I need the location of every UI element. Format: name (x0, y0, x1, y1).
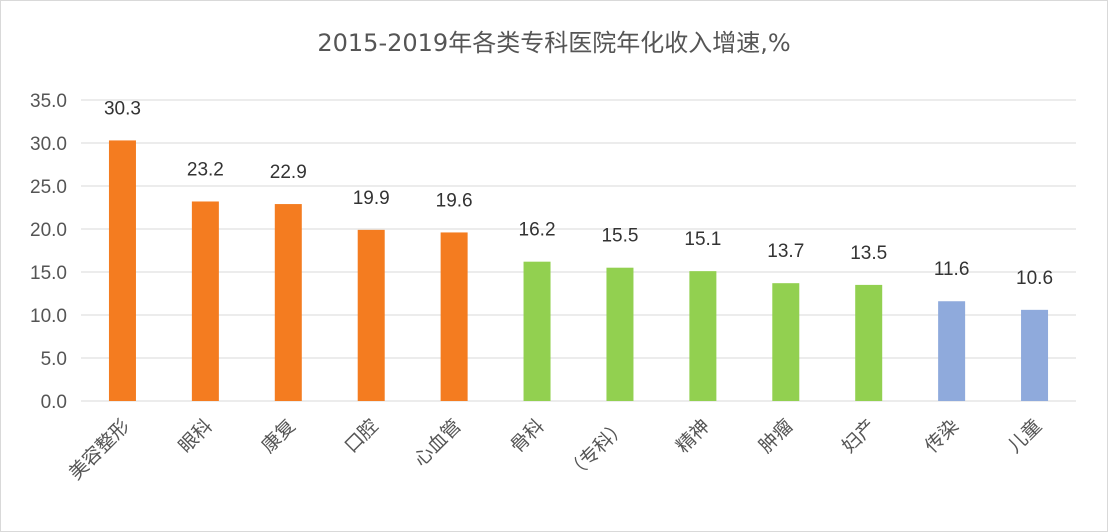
bar (274, 204, 302, 401)
x-tick-label: 康复 (257, 415, 299, 457)
data-label: 10.6 (1016, 268, 1053, 289)
data-label: 11.6 (934, 259, 970, 280)
x-tick-label: （专科） (562, 415, 631, 484)
x-tick-label: 妇产 (838, 415, 880, 457)
data-label: 19.6 (436, 190, 473, 211)
y-tick-label: 30.0 (30, 134, 67, 155)
bar (689, 271, 717, 401)
data-label: 15.1 (684, 229, 721, 250)
bar (855, 284, 883, 401)
bar (108, 140, 136, 402)
bar (523, 261, 551, 401)
bar (606, 267, 634, 401)
bar (1021, 309, 1049, 401)
chart-title: 2015-2019年各类专科医院年化收入增速,% (317, 29, 791, 57)
data-label: 15.5 (601, 226, 638, 247)
y-tick-label: 25.0 (30, 177, 67, 198)
bar (357, 229, 385, 401)
x-tick-label: 骨科 (506, 415, 548, 457)
x-tick-label: 心血管 (410, 415, 466, 471)
x-tick-label: 传染 (921, 415, 963, 457)
x-tick-label: 眼科 (174, 415, 216, 457)
bar (938, 301, 966, 401)
x-tick-label: 精神 (672, 415, 714, 457)
bar (440, 232, 468, 401)
data-label: 16.2 (519, 220, 556, 241)
data-label: 30.3 (104, 98, 141, 119)
x-tick-label: 儿童 (1004, 415, 1046, 457)
bar (772, 283, 800, 401)
y-tick-label: 10.0 (30, 306, 67, 327)
y-tick-label: 15.0 (30, 263, 67, 284)
y-tick-label: 5.0 (41, 349, 67, 370)
y-tick-label: 0.0 (41, 392, 67, 413)
x-tick-label: 口腔 (340, 415, 382, 457)
y-tick-label: 20.0 (30, 220, 67, 241)
data-label: 19.9 (353, 188, 390, 209)
bar (191, 201, 219, 401)
x-tick-label: 美容整形 (65, 415, 134, 484)
data-label: 13.7 (767, 241, 804, 262)
data-label: 23.2 (187, 159, 224, 180)
x-tick-label: 肿瘤 (755, 415, 797, 457)
data-label: 22.9 (270, 162, 307, 183)
y-tick-label: 35.0 (30, 91, 67, 112)
data-label: 13.5 (850, 243, 887, 264)
